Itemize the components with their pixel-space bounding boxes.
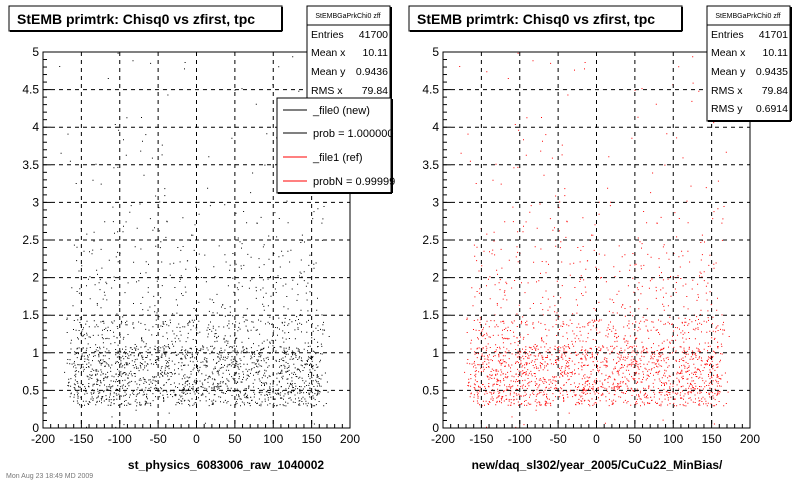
left-y-tick-label: 3 (32, 195, 39, 209)
right-stats-value-rms-y: 0.6914 (756, 103, 788, 115)
left-footer-timestamp: Mon Aug 23 18:49 MD 2009 (6, 473, 93, 480)
right-y-tick-label: 0 (432, 421, 439, 435)
left-scatter-markers (59, 52, 333, 429)
left-axes: -200 -150 -100 -50 0 50 100 150 200 0 0.5 1 1.5 2 2.5 3… (22, 45, 360, 446)
right-y-tick-label: 5 (432, 45, 439, 59)
left-y-tick-label: 3.5 (22, 158, 39, 172)
right-x-tick-label: 200 (740, 432, 760, 446)
right-scatter-markers (459, 52, 733, 429)
right-x-tick-label: 150 (702, 432, 722, 446)
left-grid (43, 52, 350, 428)
left-panel: -200 -150 -100 -50 0 50 100 150 200 0 0.5 1 1.5 2 2.5 3… (6, 5, 395, 480)
right-stats-value-mean-x: 10.11 (763, 47, 789, 59)
left-x-tick-label: 100 (263, 432, 283, 446)
right-stats-name: StEMBGaPrkChi0 zff (715, 13, 780, 20)
left-y-tick-label: 4 (32, 120, 39, 134)
right-grid (443, 52, 750, 428)
left-stats-label-mean-x: Mean x (311, 47, 346, 59)
left-y-tick-label: 4.5 (22, 83, 39, 97)
legend-label-prob: prob = 1.000000 (313, 128, 393, 140)
right-y-tick-label: 1 (432, 346, 439, 360)
right-y-tick-label: 4.5 (422, 83, 439, 97)
left-scatter-points (59, 52, 333, 429)
left-stats-label-entries: Entries (311, 29, 344, 41)
right-stats-label-mean-y: Mean y (711, 66, 746, 78)
left-x-tick-label: -100 (108, 432, 132, 446)
legend-label-file1: _file1 (ref) (312, 152, 363, 164)
legend-label-probn: probN = 0.99999 (313, 176, 395, 188)
left-stats-name: StEMBGaPrkChi0 zff (315, 13, 380, 20)
right-y-tick-label: 3.5 (422, 158, 439, 172)
left-chart-title: StEMB primtrk: Chisq0 vs zfirst, tpc (17, 11, 255, 27)
left-legend: _file0 (new) prob = 1.000000 _file1 (ref… (276, 97, 395, 194)
left-stats-value-mean-x: 10.11 (363, 47, 389, 59)
left-y-tick-label: 2.5 (22, 233, 39, 247)
left-title-box: StEMB primtrk: Chisq0 vs zfirst, tpc (8, 5, 283, 32)
right-x-tick-label: -150 (469, 432, 493, 446)
right-y-tick-label: 0.5 (422, 383, 439, 397)
left-x-tick-label: 50 (228, 432, 242, 446)
right-y-tick-label: 1.5 (422, 308, 439, 322)
left-stats-label-rms-x: RMS x (311, 85, 343, 97)
right-x-tick-label: 100 (663, 432, 683, 446)
left-stats-label-mean-y: Mean y (311, 66, 346, 78)
left-x-tick-label: -200 (31, 432, 55, 446)
left-x-tick-label: -150 (69, 432, 93, 446)
left-stats-value-mean-y: 0.9436 (356, 66, 388, 78)
right-x-axis-label: new/daq_sl302/year_2005/CuCu22_MinBias/ (472, 458, 723, 472)
right-stats-label-mean-x: Mean x (711, 47, 746, 59)
right-stats-box: StEMBGaPrkChi0 zff Entries 41701 Mean x … (706, 5, 792, 122)
right-x-tick-label: 50 (628, 432, 642, 446)
right-stats-label-rms-x: RMS x (711, 85, 743, 97)
right-stats-label-entries: Entries (711, 29, 744, 41)
right-y-tick-label: 3 (432, 195, 439, 209)
left-stats-value-entries: 41700 (359, 29, 388, 41)
right-panel: -200 -150 -100 -50 0 50 100 150 200 0 0.5 1 1.5 2 2.5 3… (408, 5, 792, 472)
right-x-tick-label: -100 (508, 432, 532, 446)
left-y-tick-label: 1.5 (22, 308, 39, 322)
left-x-tick-label: 0 (193, 432, 200, 446)
left-x-axis-label: st_physics_6083006_raw_1040002 (128, 458, 324, 472)
right-y-tick-label: 2 (432, 271, 439, 285)
left-x-tick-label: 150 (302, 432, 322, 446)
right-stats-value-mean-y: 0.9435 (756, 66, 788, 78)
right-stats-value-entries: 41701 (759, 29, 788, 41)
right-axes: -200 -150 -100 -50 0 50 100 150 200 0 0.5 1 1.5 2 2.5 3… (422, 45, 760, 446)
right-scatter-points (459, 52, 733, 429)
right-x-tick-label: -200 (431, 432, 455, 446)
left-x-tick-label: 200 (340, 432, 360, 446)
left-stats-value-rms-x: 79.84 (362, 85, 388, 97)
right-chart-title: StEMB primtrk: Chisq0 vs zfirst, tpc (417, 11, 655, 27)
left-stats-box: StEMBGaPrkChi0 zff Entries 41700 Mean x … (306, 5, 392, 105)
left-y-tick-label: 2 (32, 271, 39, 285)
right-stats-label-rms-y: RMS y (711, 103, 743, 115)
right-x-tick-label: -50 (549, 432, 567, 446)
legend-label-file0: _file0 (new) (312, 105, 370, 117)
left-y-tick-label: 0.5 (22, 383, 39, 397)
right-stats-value-rms-x: 79.84 (762, 85, 788, 97)
left-y-tick-label: 5 (32, 45, 39, 59)
left-y-tick-label: 1 (32, 346, 39, 360)
left-y-tick-label: 0 (32, 421, 39, 435)
right-title-box: StEMB primtrk: Chisq0 vs zfirst, tpc (408, 5, 683, 32)
left-x-tick-label: -50 (149, 432, 167, 446)
right-y-tick-label: 4 (432, 120, 439, 134)
right-y-tick-label: 2.5 (422, 233, 439, 247)
right-x-tick-label: 0 (593, 432, 600, 446)
